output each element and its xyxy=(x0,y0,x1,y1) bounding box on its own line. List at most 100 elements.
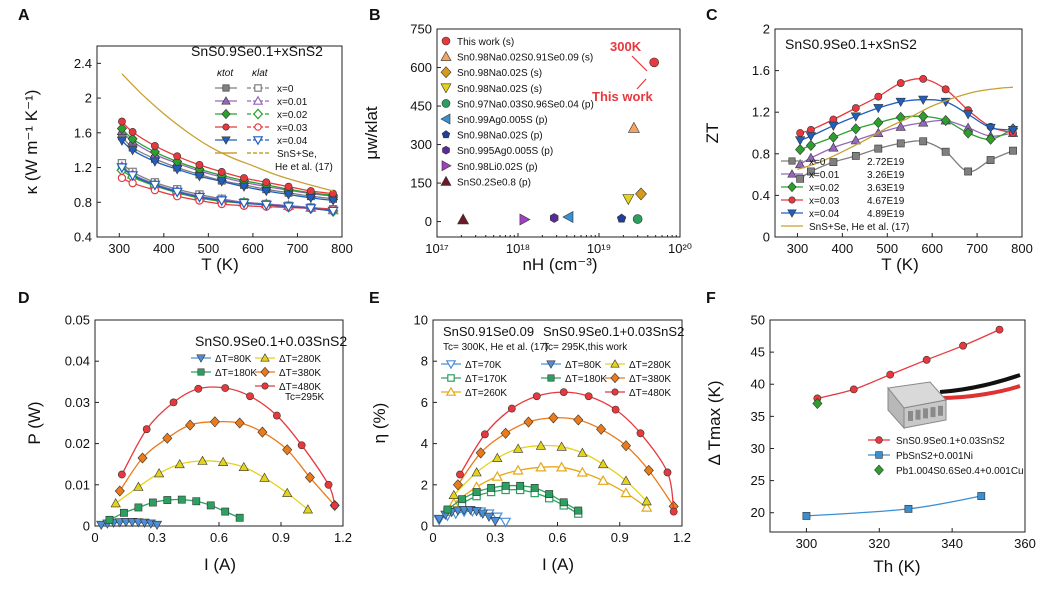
data-point xyxy=(620,475,632,485)
legend-label: SnS+Se, xyxy=(277,149,317,160)
data-point xyxy=(794,136,806,146)
legend-label: x=0.01 xyxy=(809,170,840,181)
data-point xyxy=(559,498,568,507)
y-tick-label: 0.8 xyxy=(752,146,770,161)
x-tick-label: 10¹⁹ xyxy=(587,241,611,256)
data-point xyxy=(523,416,534,428)
data-point xyxy=(195,161,204,169)
x-tick-label: 500 xyxy=(876,241,898,256)
data-point xyxy=(649,57,659,68)
data-point xyxy=(163,496,172,504)
x-tick-label: 10¹⁸ xyxy=(506,241,530,256)
x-tick-label: 800 xyxy=(331,241,353,256)
x-tick-label: 320 xyxy=(868,536,890,551)
legend-marker xyxy=(610,359,620,368)
x-tick-label: 600 xyxy=(242,241,264,256)
series xyxy=(795,110,1019,156)
y-tick-label: 300 xyxy=(410,137,432,152)
series-line xyxy=(453,466,648,509)
legend-label: ΔT=180K xyxy=(565,374,607,385)
data-point xyxy=(556,441,567,451)
data-point xyxy=(240,174,248,182)
data-point xyxy=(128,128,137,136)
data-point xyxy=(828,131,839,143)
series xyxy=(456,388,678,516)
legend: SnS0.9Se0.1+xSnS2 x=0 2.72E19 x=0.01 3.26E19… xyxy=(781,36,917,233)
x-tick-label: 0 xyxy=(429,530,436,545)
data-point xyxy=(512,464,524,475)
legend-label: PbSnS2+0.001Ni xyxy=(896,451,973,462)
legend-value: 2.72E19 xyxy=(867,157,905,168)
data-point xyxy=(148,498,157,507)
legend-marker xyxy=(874,464,884,476)
x-tick-label: 1.2 xyxy=(334,530,352,545)
y-tick-label: 750 xyxy=(410,22,432,37)
legend-marker xyxy=(610,372,620,384)
data-point xyxy=(185,419,196,431)
legend-label: ΔT=380K xyxy=(279,368,321,379)
data-point xyxy=(549,213,559,223)
legend-marker xyxy=(252,108,264,120)
data-point xyxy=(304,471,315,483)
data-point xyxy=(116,163,128,174)
series xyxy=(649,57,659,68)
x-tick-label: 0.6 xyxy=(210,530,228,545)
data-point xyxy=(262,178,271,187)
data-point xyxy=(895,97,906,108)
data-point xyxy=(805,139,816,152)
data-point xyxy=(535,461,547,472)
data-point xyxy=(137,452,148,464)
y-tick-label: 0.4 xyxy=(74,230,92,245)
data-point xyxy=(641,501,653,512)
legend-note: Tc= 300K, He et al. (17) xyxy=(443,342,548,353)
plot-frame xyxy=(96,45,343,238)
data-point xyxy=(807,167,815,176)
x-axis-label: T (K) xyxy=(201,255,238,274)
legend-label: Sn0.98Li0.02S (p) xyxy=(457,162,538,173)
data-point xyxy=(597,458,609,469)
data-point xyxy=(828,142,839,152)
data-point xyxy=(452,506,464,516)
x-tick-label: 10¹⁷ xyxy=(425,241,449,256)
y-tick-label: 20 xyxy=(751,505,765,520)
legend-header: κlat xyxy=(252,68,269,79)
legend-marker xyxy=(260,366,270,378)
series xyxy=(797,86,1014,171)
x-tick-label: 400 xyxy=(153,241,175,256)
legend-marker xyxy=(260,353,270,362)
legend-marker xyxy=(221,136,231,145)
data-point xyxy=(895,121,906,131)
data-point xyxy=(669,507,678,516)
data-point xyxy=(458,505,470,516)
x-tick-label: 0.3 xyxy=(148,530,166,545)
panel-letter: D xyxy=(18,290,30,307)
x-axis-label: I (A) xyxy=(204,555,236,574)
panel-C: C 300 400 500 600 700 800 0 0.4 0.8 1.2 1.6 2 T (K) ZT… xyxy=(703,7,1033,274)
data-point xyxy=(238,182,250,192)
plot-frame xyxy=(769,319,1026,533)
data-point xyxy=(118,117,126,126)
y-tick-label: 1.6 xyxy=(74,125,92,140)
legend-label: Sn0.97Na0.03S0.96Se0.04 (p) xyxy=(457,99,594,110)
y-tick-label: 0 xyxy=(83,519,90,534)
data-point xyxy=(174,458,185,469)
data-point xyxy=(327,206,339,217)
data-point xyxy=(794,158,806,169)
data-point xyxy=(896,79,905,87)
y-tick-label: 0.01 xyxy=(65,477,90,492)
legend-label: SnS0.9Se0.1+0.03SnS2 xyxy=(896,436,1005,447)
x-tick-label: 600 xyxy=(921,241,943,256)
y-tick-label: 0.05 xyxy=(65,313,90,328)
legend-label: He et al. (17) xyxy=(275,162,333,173)
panel-letter: B xyxy=(369,7,381,24)
y-tick-label: 150 xyxy=(410,176,432,191)
data-point xyxy=(620,487,632,498)
data-point xyxy=(192,497,201,506)
annotation-arrow xyxy=(631,55,648,72)
panel-letter: C xyxy=(706,7,718,24)
data-point xyxy=(641,496,652,506)
legend-value: 4.89E19 xyxy=(867,209,905,220)
data-point xyxy=(849,385,858,394)
data-point xyxy=(611,405,620,414)
data-point xyxy=(257,426,268,438)
